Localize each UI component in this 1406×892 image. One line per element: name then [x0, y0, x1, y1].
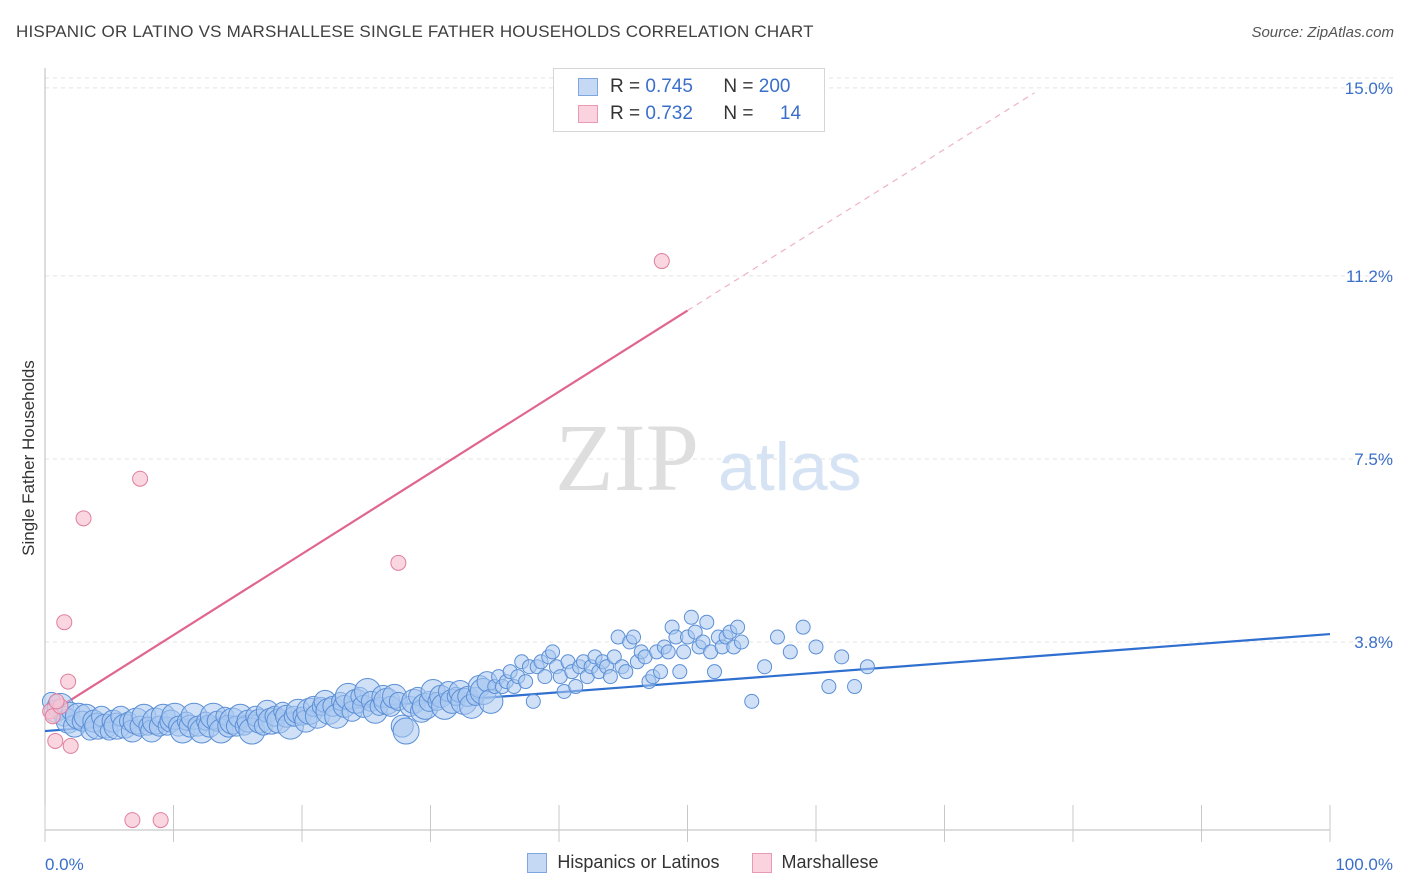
- point-hispanics: [606, 649, 622, 665]
- point-hispanics: [537, 669, 553, 685]
- legend-n-value: 14: [779, 103, 802, 124]
- point-hispanics: [834, 649, 850, 665]
- point-hispanics: [744, 693, 760, 709]
- point-hispanics: [782, 644, 798, 660]
- point-hispanics: [687, 624, 703, 640]
- tick-labels: 3.8% 7.5% 11.2% 15.0% 0.0% 100.0%: [45, 79, 1393, 874]
- y-tick-label: 11.2%: [1346, 267, 1393, 286]
- point-marshallese: [653, 253, 670, 270]
- point-marshallese: [75, 510, 92, 527]
- legend-n-label: N =: [723, 76, 754, 97]
- trend-line-marshallese-extension: [687, 92, 1035, 312]
- point-hispanics: [683, 609, 699, 625]
- series-marshallese-points: [42, 253, 670, 829]
- legend: R = 0.745 N = 200 R = 0.732 N = 14: [553, 68, 825, 132]
- legend-row-hispanics: R = 0.745 N = 200: [578, 75, 790, 99]
- point-hispanics: [821, 679, 837, 695]
- point-hispanics: [795, 619, 811, 635]
- chart-title: HISPANIC OR LATINO VS MARSHALLESE SINGLE…: [16, 22, 814, 41]
- point-hispanics: [660, 644, 676, 660]
- y-tick-label: 15.0%: [1345, 79, 1393, 98]
- point-hispanics: [618, 664, 634, 680]
- point-marshallese: [60, 673, 77, 690]
- watermark: ZIP atlas: [555, 404, 862, 511]
- point-marshallese: [47, 732, 64, 749]
- legend-row-marshallese: R = 0.732 N = 14: [578, 102, 801, 126]
- legend-n-value: 200: [758, 76, 791, 97]
- y-axis-label: Single Father Households: [19, 360, 38, 556]
- legend-r-value: 0.732: [645, 103, 693, 124]
- point-hispanics: [545, 644, 561, 660]
- point-hispanics: [769, 629, 785, 645]
- point-hispanics: [653, 664, 669, 680]
- legend-r-value: 0.745: [645, 76, 693, 97]
- legend-r-label: R =: [610, 103, 641, 124]
- bottom-legend-label: Hispanics or Latinos: [557, 852, 720, 872]
- bottom-legend-hispanics[interactable]: Hispanics or Latinos: [527, 852, 720, 873]
- point-marshallese: [152, 812, 169, 829]
- bottom-legend-marshallese[interactable]: Marshallese: [751, 852, 879, 873]
- bottom-legend-swatch-pink: [751, 852, 772, 873]
- grid-lines: [45, 77, 1395, 643]
- point-marshallese: [124, 812, 141, 829]
- point-marshallese: [390, 554, 407, 571]
- point-hispanics: [568, 679, 584, 695]
- point-hispanics: [808, 639, 824, 655]
- watermark-zip: ZIP: [555, 404, 699, 511]
- point-hispanics: [699, 614, 715, 630]
- axes: [44, 68, 1331, 842]
- bottom-legend-label: Marshallese: [781, 852, 879, 872]
- chart-source: Source: ZipAtlas.com: [1251, 24, 1394, 41]
- y-tick-label: 3.8%: [1354, 633, 1393, 652]
- x-tick-label: 100.0%: [1335, 855, 1393, 874]
- point-marshallese: [48, 693, 65, 710]
- legend-swatch-blue: [578, 78, 598, 96]
- point-hispanics: [757, 659, 773, 675]
- point-hispanics: [672, 664, 688, 680]
- point-hispanics: [859, 659, 875, 675]
- legend-swatch-pink: [578, 105, 598, 123]
- point-hispanics: [733, 634, 749, 650]
- series-hispanics-points: [41, 609, 875, 745]
- point-hispanics: [730, 619, 746, 635]
- point-hispanics: [525, 693, 541, 709]
- point-marshallese: [62, 737, 79, 754]
- point-hispanics: [695, 634, 711, 650]
- point-hispanics: [847, 679, 863, 695]
- point-hispanics: [518, 674, 534, 690]
- x-tick-label: 0.0%: [45, 855, 84, 874]
- point-hispanics: [626, 629, 642, 645]
- y-tick-label: 7.5%: [1354, 450, 1393, 469]
- point-hispanics: [392, 717, 420, 745]
- point-hispanics: [676, 644, 692, 660]
- bottom-legend-swatch-blue: [527, 852, 548, 873]
- point-hispanics: [706, 664, 722, 680]
- legend-n-label: N =: [723, 103, 754, 124]
- point-marshallese: [132, 470, 149, 487]
- point-hispanics: [602, 669, 618, 685]
- watermark-atlas: atlas: [718, 429, 862, 505]
- bottom-legend: Hispanics or Latinos Marshallese: [0, 852, 1406, 873]
- legend-r-label: R =: [610, 76, 641, 97]
- trend-line-marshallese: [44, 309, 689, 718]
- point-marshallese: [56, 614, 73, 631]
